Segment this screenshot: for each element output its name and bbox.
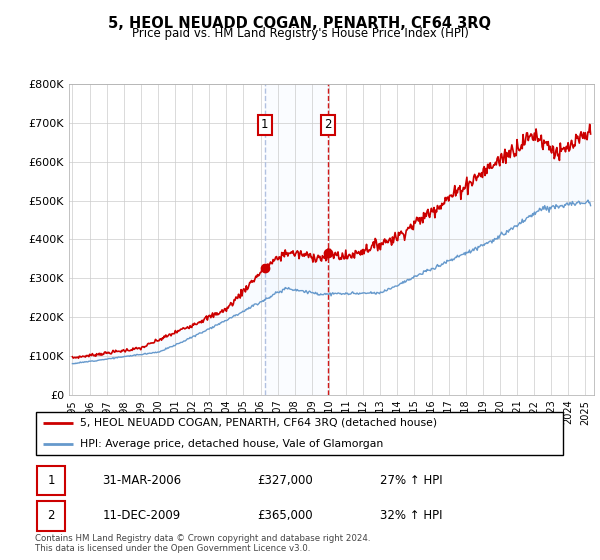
FancyBboxPatch shape [35,412,563,455]
Text: 32% ↑ HPI: 32% ↑ HPI [380,510,443,522]
Text: 2: 2 [324,118,331,131]
Text: 1: 1 [47,474,55,487]
Text: HPI: Average price, detached house, Vale of Glamorgan: HPI: Average price, detached house, Vale… [80,439,383,449]
Text: 1: 1 [261,118,269,131]
Text: 2: 2 [47,510,55,522]
Text: Contains HM Land Registry data © Crown copyright and database right 2024.
This d: Contains HM Land Registry data © Crown c… [35,534,370,553]
Text: 5, HEOL NEUADD COGAN, PENARTH, CF64 3RQ: 5, HEOL NEUADD COGAN, PENARTH, CF64 3RQ [109,16,491,31]
Bar [265,84,328,395]
FancyBboxPatch shape [37,501,65,530]
Text: Price paid vs. HM Land Registry's House Price Index (HPI): Price paid vs. HM Land Registry's House … [131,27,469,40]
FancyBboxPatch shape [37,466,65,495]
Text: 11-DEC-2009: 11-DEC-2009 [103,510,181,522]
Text: 31-MAR-2006: 31-MAR-2006 [103,474,182,487]
Text: £365,000: £365,000 [257,510,313,522]
Text: £327,000: £327,000 [257,474,313,487]
Text: 27% ↑ HPI: 27% ↑ HPI [380,474,443,487]
Text: 5, HEOL NEUADD COGAN, PENARTH, CF64 3RQ (detached house): 5, HEOL NEUADD COGAN, PENARTH, CF64 3RQ … [80,418,437,428]
